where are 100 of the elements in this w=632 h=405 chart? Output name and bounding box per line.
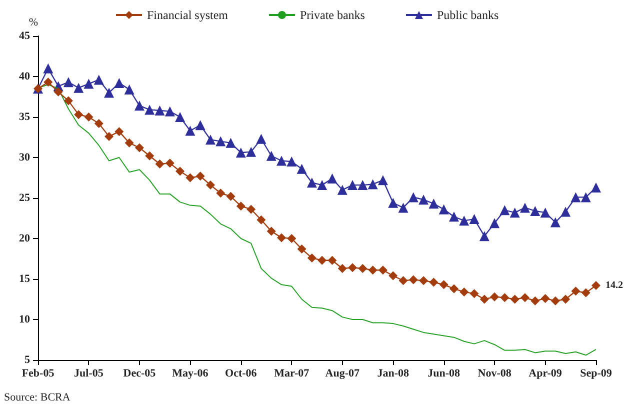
point: [307, 253, 316, 262]
point: [276, 156, 286, 166]
x-tick-label: Dec-05: [123, 368, 156, 380]
point: [592, 280, 600, 290]
point: [530, 206, 540, 216]
point: [296, 164, 307, 174]
point: [186, 173, 195, 182]
x-tick-label: Apr-09: [528, 368, 562, 380]
y-axis-title: %: [28, 16, 38, 28]
point: [124, 138, 134, 148]
y-tick-label: 35: [19, 111, 30, 123]
point: [216, 188, 226, 198]
point: [236, 202, 246, 211]
point: [175, 112, 186, 122]
point: [306, 178, 317, 188]
point: [134, 100, 144, 111]
point: [266, 150, 276, 161]
point: [328, 256, 337, 265]
point: [448, 212, 459, 222]
point: [114, 127, 124, 136]
point: [327, 174, 338, 184]
x-tick-label: Feb-05: [22, 368, 55, 380]
point: [134, 143, 144, 152]
point: [560, 206, 571, 217]
point: [540, 208, 550, 218]
point: [196, 172, 205, 181]
legend-label: Public banks: [436, 8, 499, 22]
x-tick-label: Oct-06: [225, 368, 258, 380]
point: [571, 286, 580, 296]
point: [43, 63, 54, 74]
point: [155, 159, 164, 168]
point: [500, 293, 510, 302]
point: [164, 106, 175, 116]
point: [581, 288, 590, 298]
point: [348, 180, 358, 190]
point: [84, 112, 94, 122]
point: [428, 198, 439, 209]
point: [368, 266, 378, 275]
point: [226, 138, 236, 148]
point: [510, 294, 520, 304]
point: [419, 276, 428, 286]
point: [348, 263, 358, 272]
point: [94, 74, 104, 85]
point: [144, 104, 155, 115]
point: [459, 216, 470, 226]
x-tick-label: Sep-09: [580, 368, 612, 380]
point: [226, 192, 236, 201]
point: [246, 146, 256, 157]
x-tick-label: Jan-08: [377, 368, 410, 380]
point: [368, 179, 378, 190]
point: [520, 202, 530, 213]
point: [408, 275, 418, 284]
point: [470, 289, 479, 298]
point: [570, 192, 581, 202]
point: [550, 217, 560, 228]
data-label: 14.2: [606, 280, 623, 291]
point: [378, 266, 388, 275]
point: [490, 292, 500, 302]
x-tick-label: Nov-08: [478, 368, 512, 380]
point: [266, 226, 276, 236]
point: [540, 294, 550, 303]
point: [287, 234, 296, 243]
point: [490, 218, 500, 228]
point: [388, 198, 398, 208]
point: [205, 134, 216, 145]
point: [236, 148, 246, 158]
point: [479, 231, 490, 242]
point: [418, 194, 429, 205]
point: [256, 134, 266, 144]
point: [185, 126, 196, 136]
x-tick-label: May-06: [172, 368, 209, 380]
point: [246, 204, 256, 214]
point: [145, 151, 154, 160]
point: [510, 208, 520, 218]
y-tick-label: 25: [19, 192, 30, 204]
x-tick-label: Jul-05: [74, 368, 104, 380]
point: [165, 158, 174, 168]
point: [480, 294, 489, 304]
point: [297, 244, 306, 254]
point: [520, 293, 530, 302]
point: [44, 78, 53, 87]
y-tick-label: 40: [19, 70, 30, 82]
point: [449, 284, 458, 294]
point: [429, 278, 438, 287]
y-tick-label: 5: [24, 354, 30, 366]
point: [94, 118, 104, 128]
x-tick-label: Aug-07: [325, 368, 360, 380]
point: [206, 180, 215, 190]
point: [286, 156, 297, 167]
point: [398, 276, 408, 286]
point: [438, 204, 449, 214]
point: [74, 82, 84, 93]
point: [358, 180, 368, 190]
point: [54, 87, 63, 96]
point: [124, 84, 134, 94]
point: [104, 132, 114, 141]
y-tick-label: 30: [19, 152, 30, 164]
point: [591, 182, 601, 192]
point: [256, 215, 266, 224]
point: [337, 184, 348, 195]
